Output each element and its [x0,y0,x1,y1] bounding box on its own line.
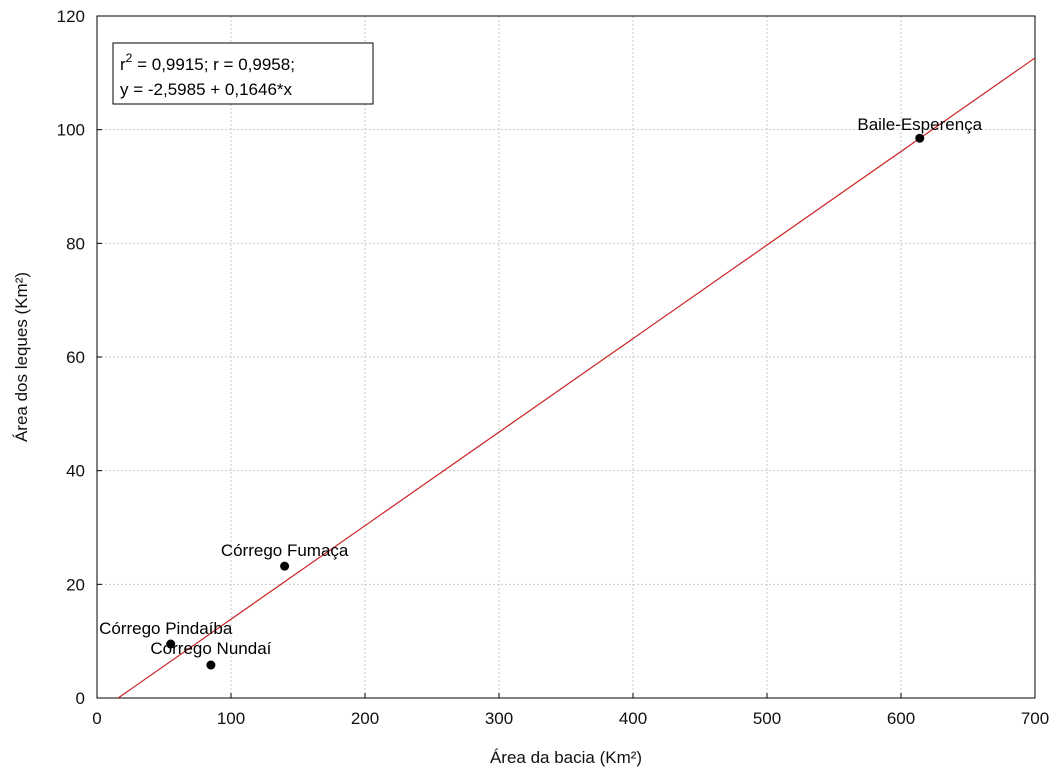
data-point-label: Córrego Fumaça [221,541,349,560]
stats-box-frame [112,42,374,105]
x-tick-label: 600 [887,709,915,728]
stats-line-1: r2 = 0,9915; r = 0,9958; [120,51,295,74]
x-axis-title: Área da bacia (Km²) [490,748,642,767]
y-tick-label: 120 [57,7,85,26]
data-point-label: Baile-Esperença [857,115,982,134]
y-tick-label: 20 [66,575,85,594]
x-tick-label: 100 [217,709,245,728]
regression-line-group [117,57,1035,698]
regression-line [117,57,1035,698]
data-point [915,133,925,143]
x-tick-label: 500 [753,709,781,728]
y-tick-label: 40 [66,462,85,481]
y-tick-label: 0 [76,689,85,708]
x-tick-label: 400 [619,709,647,728]
data-point [280,561,290,571]
stats-r-superscript: 2 [126,51,133,65]
y-tick-label: 80 [66,234,85,253]
x-tick-label: 0 [92,709,101,728]
x-tick-label: 200 [351,709,379,728]
stats-box: r2 = 0,9915; r = 0,9958; y = -2,5985 + 0… [112,42,374,105]
data-points: Baile-Esperença Córrego Fumaça Córrego Pin… [99,115,983,670]
data-point-label: Córrego Nundaí [150,639,271,658]
axis-ticks: 0 100 200 300 400 500 600 700 0 20 40 60 80 100 120 [57,7,1050,728]
x-tick-label: 300 [485,709,513,728]
y-tick-label: 60 [66,348,85,367]
data-point-label: Córrego Pindaíba [99,619,233,638]
data-point [166,639,176,649]
data-point [206,660,216,670]
stats-r-values: = 0,9915; r = 0,9958; [132,55,295,74]
x-tick-label: 700 [1021,709,1049,728]
y-tick-label: 100 [57,121,85,140]
stats-r-symbol: r [120,55,126,74]
y-axis-title: Área dos leques (Km²) [12,272,31,442]
stats-line-2: y = -2,5985 + 0,1646*x [120,80,293,99]
grid-lines [97,16,1035,698]
